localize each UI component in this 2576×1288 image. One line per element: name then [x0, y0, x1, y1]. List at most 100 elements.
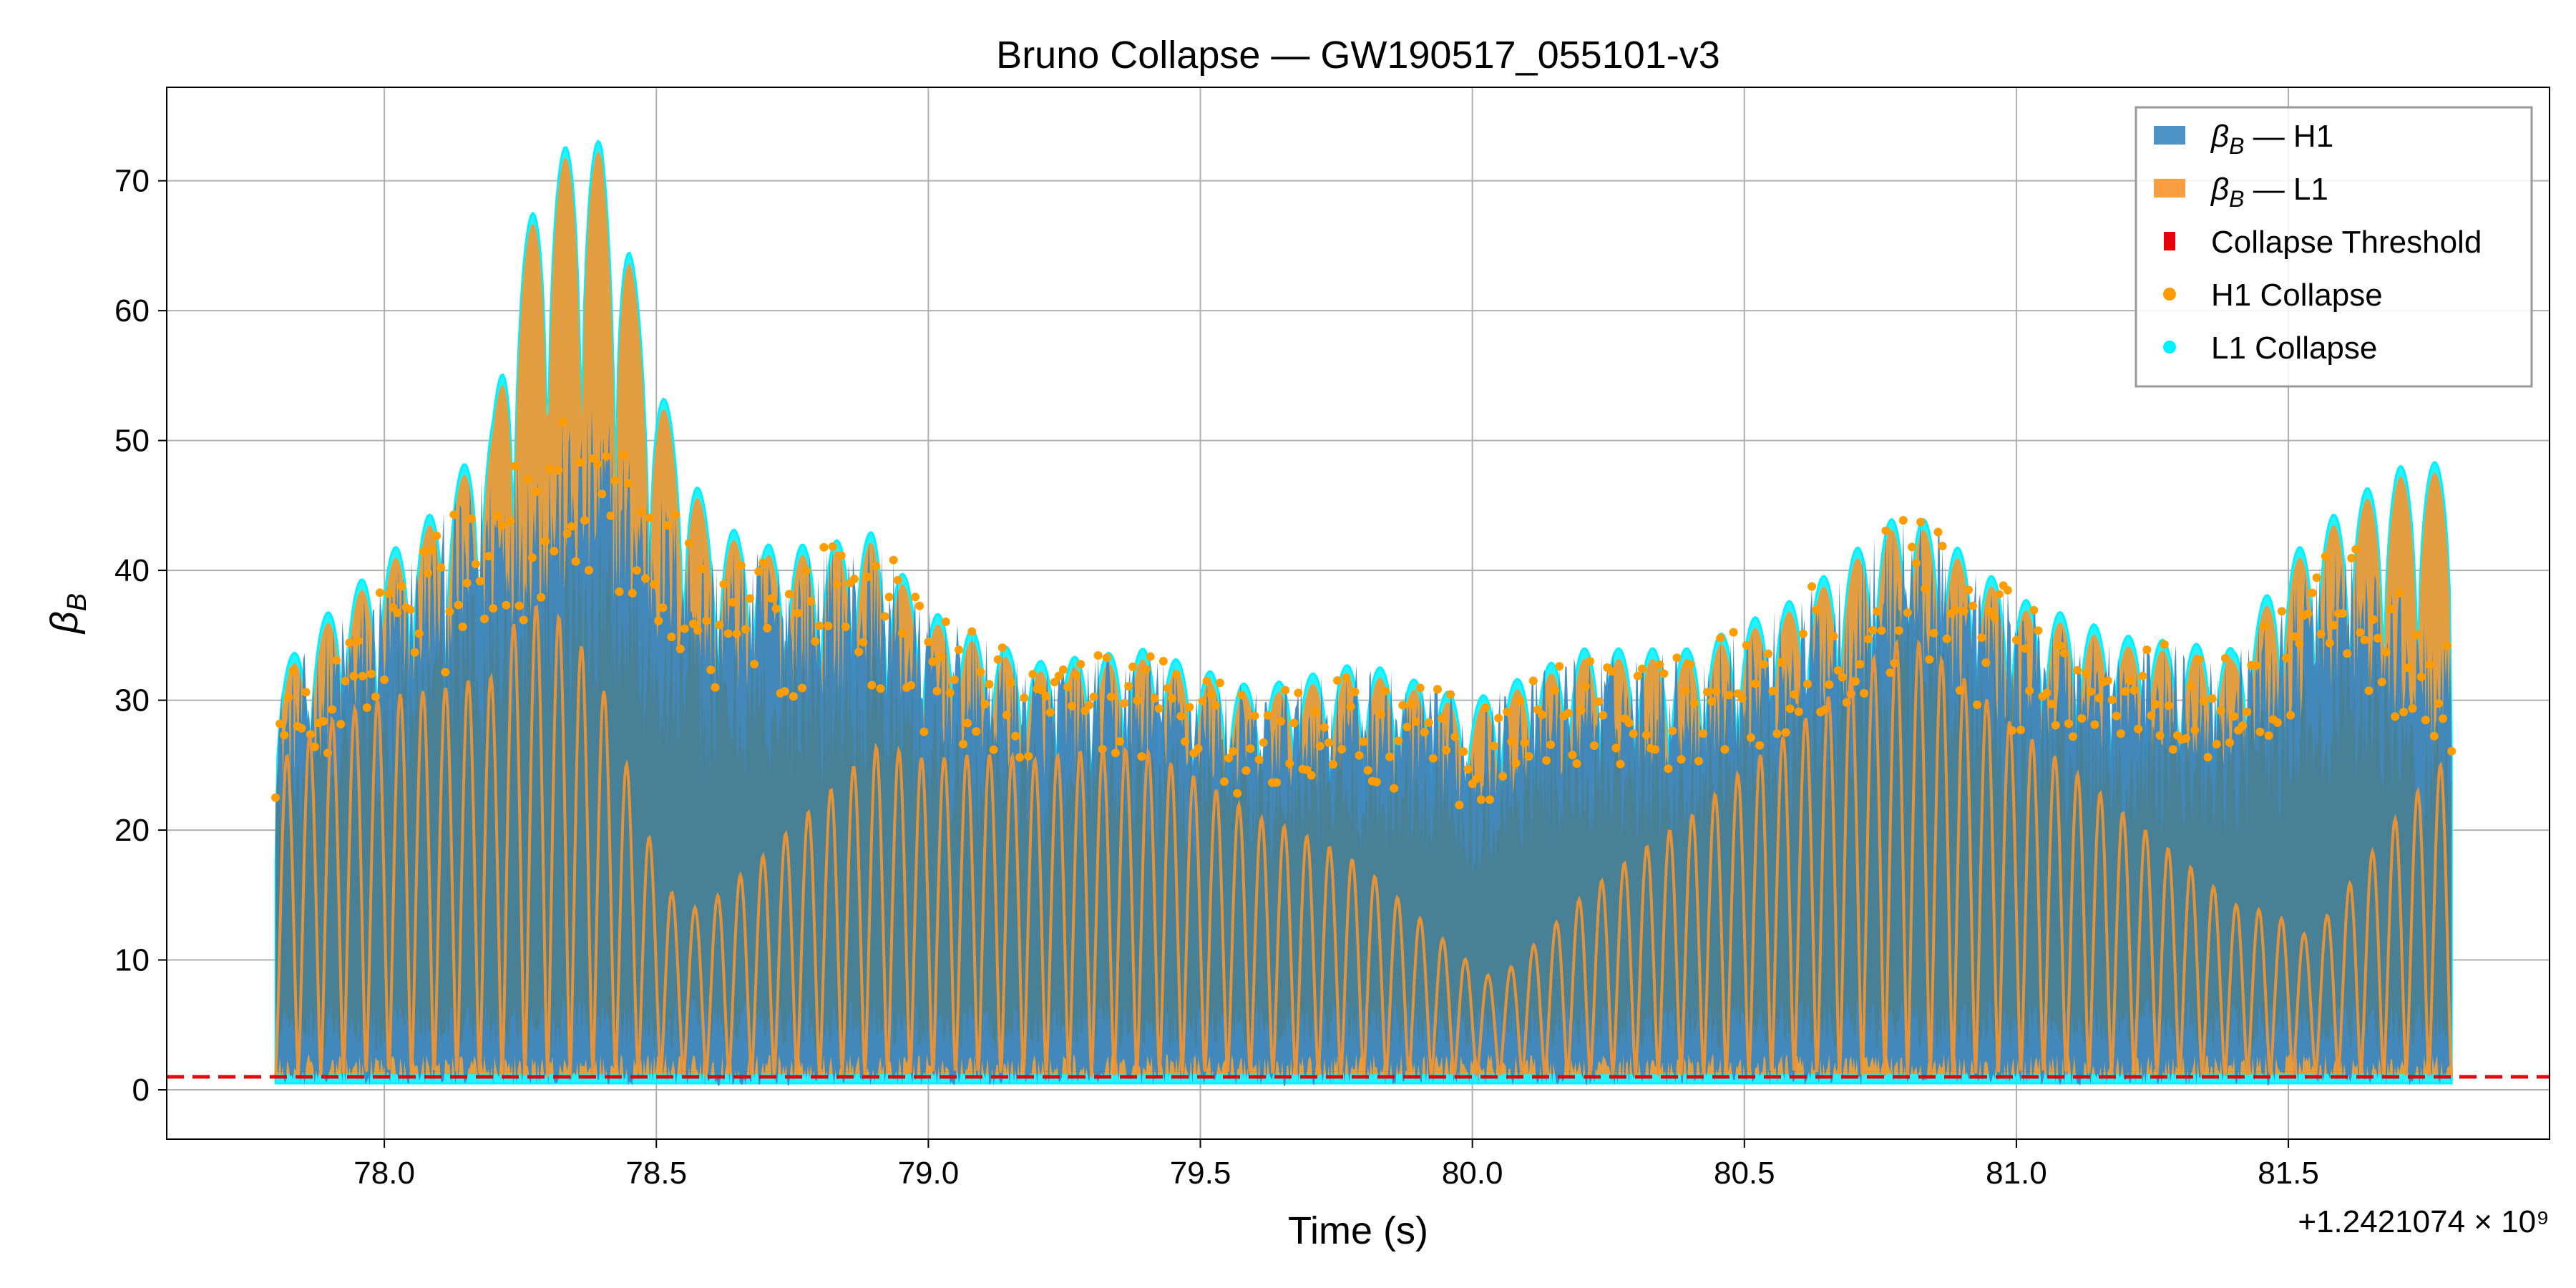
h1-collapse-point	[284, 693, 293, 702]
h1-collapse-point	[1938, 542, 1947, 551]
h1-collapse-point	[1898, 516, 1908, 525]
h1-collapse-point	[484, 552, 494, 561]
h1-collapse-point	[1459, 747, 1468, 756]
h1-collapse-point	[1494, 713, 1503, 723]
h1-collapse-point	[1742, 640, 1751, 650]
h1-collapse-point	[1215, 678, 1224, 688]
h1-collapse-point	[1277, 717, 1285, 726]
h1-collapse-point	[1229, 747, 1238, 756]
h1-collapse-point	[1072, 670, 1081, 680]
h1-collapse-point	[1116, 737, 1124, 746]
x-tick-label: 80.5	[1714, 1156, 1775, 1191]
h1-collapse-point	[2325, 638, 2334, 648]
h1-collapse-point	[2243, 708, 2252, 716]
h1-collapse-point	[2216, 706, 2225, 716]
h1-collapse-point	[615, 587, 624, 596]
h1-collapse-point	[828, 542, 837, 551]
h1-collapse-point	[1877, 626, 1886, 635]
h1-collapse-point	[1028, 670, 1038, 679]
h1-collapse-point	[2399, 708, 2409, 717]
axis-ticks: 78.0 78.5 79.0 79.5 80.0 80.5 81.0 81.5 0 10 20 30 4…	[114, 164, 2319, 1191]
h1-collapse-point	[2203, 753, 2212, 762]
h1-collapse-point	[680, 624, 689, 633]
h1-collapse-point	[1916, 517, 1926, 527]
h1-collapse-point	[2347, 554, 2356, 562]
h1-collapse-point	[2195, 655, 2204, 664]
h1-collapse-point	[1685, 660, 1694, 669]
h1-collapse-point	[580, 516, 589, 525]
h1-collapse-point	[1929, 628, 1938, 638]
h1-collapse-point	[1833, 665, 1843, 675]
h1-collapse-point	[523, 474, 532, 484]
h1-collapse-point	[1694, 756, 1703, 766]
h1-collapse-point	[1555, 662, 1564, 671]
h1-collapse-point	[2321, 552, 2330, 561]
h1-collapse-point	[1651, 745, 1660, 754]
h1-collapse-point	[1198, 696, 1207, 706]
h1-collapse-point	[1528, 676, 1538, 686]
h1-collapse-point	[2264, 731, 2273, 740]
h1-collapse-point	[1803, 680, 1812, 688]
h1-collapse-point	[715, 620, 724, 630]
h1-collapse-point	[1524, 752, 1533, 761]
h1-collapse-point	[575, 458, 585, 467]
h1-collapse-point	[1903, 608, 1912, 618]
chart-title: Bruno Collapse — GW190517_055101-v3	[996, 34, 1720, 77]
h1-collapse-point	[2290, 632, 2300, 641]
h1-collapse-point	[519, 615, 528, 625]
h1-collapse-point	[1516, 696, 1525, 706]
h1-collapse-point	[1050, 678, 1059, 687]
h1-collapse-point	[1319, 723, 1329, 732]
y-tick-label: 40	[114, 553, 150, 588]
h1-collapse-point	[1716, 633, 1725, 643]
h1-collapse-point	[1093, 651, 1103, 660]
x-tick-label: 80.0	[1442, 1156, 1503, 1191]
h1-collapse-point	[1359, 737, 1368, 746]
h1-collapse-point	[2107, 696, 2117, 705]
h1-collapse-point	[1137, 752, 1146, 761]
h1-collapse-point	[445, 607, 454, 616]
h1-collapse-point	[932, 686, 942, 696]
h1-collapse-point	[537, 592, 546, 602]
h1-collapse-point	[480, 614, 489, 623]
h1-collapse-point	[967, 627, 977, 636]
h1-collapse-point	[471, 560, 480, 569]
h1-collapse-point	[1237, 691, 1246, 700]
h1-collapse-point	[406, 605, 415, 614]
h1-collapse-point	[2360, 635, 2369, 645]
h1-collapse-point	[1246, 744, 1255, 753]
h1-collapse-point	[1585, 657, 1594, 666]
h1-collapse-point	[2151, 700, 2160, 709]
h1-collapse-point	[275, 719, 285, 728]
h1-collapse-point	[2147, 711, 2156, 720]
h1-collapse-point	[1211, 701, 1220, 710]
h1-collapse-point	[1433, 685, 1442, 694]
h1-collapse-point	[1120, 699, 1129, 708]
h1-collapse-point	[1641, 731, 1651, 740]
h1-collapse-point	[2042, 688, 2051, 698]
h1-collapse-point	[288, 666, 298, 675]
h1-collapse-point	[2391, 712, 2400, 721]
h1-collapse-point	[1294, 688, 1303, 698]
h1-collapse-point	[924, 638, 933, 647]
h1-collapse-point	[632, 566, 641, 575]
h1-collapse-point	[1058, 665, 1068, 674]
h1-collapse-point	[1873, 607, 1882, 616]
h1-collapse-point	[1772, 729, 1782, 738]
legend-item: Collapse Threshold	[2164, 225, 2482, 260]
h1-collapse-point	[637, 507, 645, 517]
h1-collapse-point	[1424, 718, 1433, 727]
h1-collapse-point	[1333, 676, 1342, 685]
h1-collapse-point	[1141, 665, 1151, 674]
h1-collapse-point	[2125, 676, 2135, 686]
h1-collapse-point	[397, 582, 406, 591]
h1-collapse-point	[1337, 745, 1347, 753]
legend-item: L1 Collapse	[2163, 331, 2377, 366]
h1-collapse-point	[2077, 714, 2087, 723]
h1-collapse-point	[1446, 690, 1455, 699]
h1-collapse-point	[963, 718, 972, 728]
h1-collapse-point	[1150, 693, 1159, 703]
h1-collapse-point	[836, 551, 846, 560]
h1-collapse-point	[1655, 660, 1664, 669]
h1-collapse-point	[1507, 737, 1516, 746]
